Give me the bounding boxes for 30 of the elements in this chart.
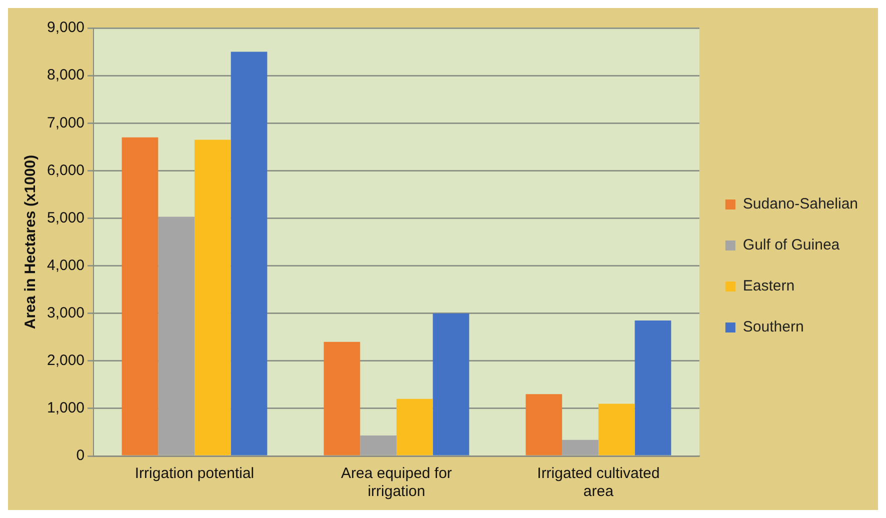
y-tick-label: 4,000: [46, 256, 85, 274]
bar: [396, 398, 433, 456]
bar: [634, 320, 672, 456]
bar: [562, 440, 598, 456]
bar: [230, 52, 268, 456]
y-tick-label: 2,000: [46, 352, 85, 370]
y-tick-label: 6,000: [46, 162, 85, 179]
x-tick-label: Area equiped for irrigation: [341, 465, 452, 500]
bar: [194, 140, 231, 456]
legend-label: Southern: [742, 318, 804, 336]
bar: [526, 394, 562, 456]
x-tick-label: Irrigation potential: [134, 465, 254, 482]
y-tick-label: 5,000: [46, 209, 85, 226]
bar: [360, 436, 396, 456]
bar: [324, 342, 360, 456]
legend-label: Gulf of Guinea: [742, 236, 840, 254]
y-tick-label: 1,000: [46, 400, 85, 417]
legend-label: Sudano-Sahelian: [742, 196, 858, 213]
y-tick-label: 9,000: [46, 19, 85, 36]
y-tick-label: 3,000: [46, 304, 85, 322]
y-tick-label: 0: [76, 447, 85, 464]
legend-label: Eastern: [742, 278, 795, 295]
bar: [598, 404, 635, 456]
y-axis-title: Area in Hectares (x1000): [22, 154, 40, 330]
bar: [122, 137, 158, 456]
y-tick-label: 8,000: [46, 66, 85, 84]
y-tick-label: 7,000: [46, 114, 85, 132]
x-tick-label: Irrigated cultivated area: [537, 465, 660, 500]
bar: [432, 313, 470, 456]
bar: [158, 216, 195, 456]
